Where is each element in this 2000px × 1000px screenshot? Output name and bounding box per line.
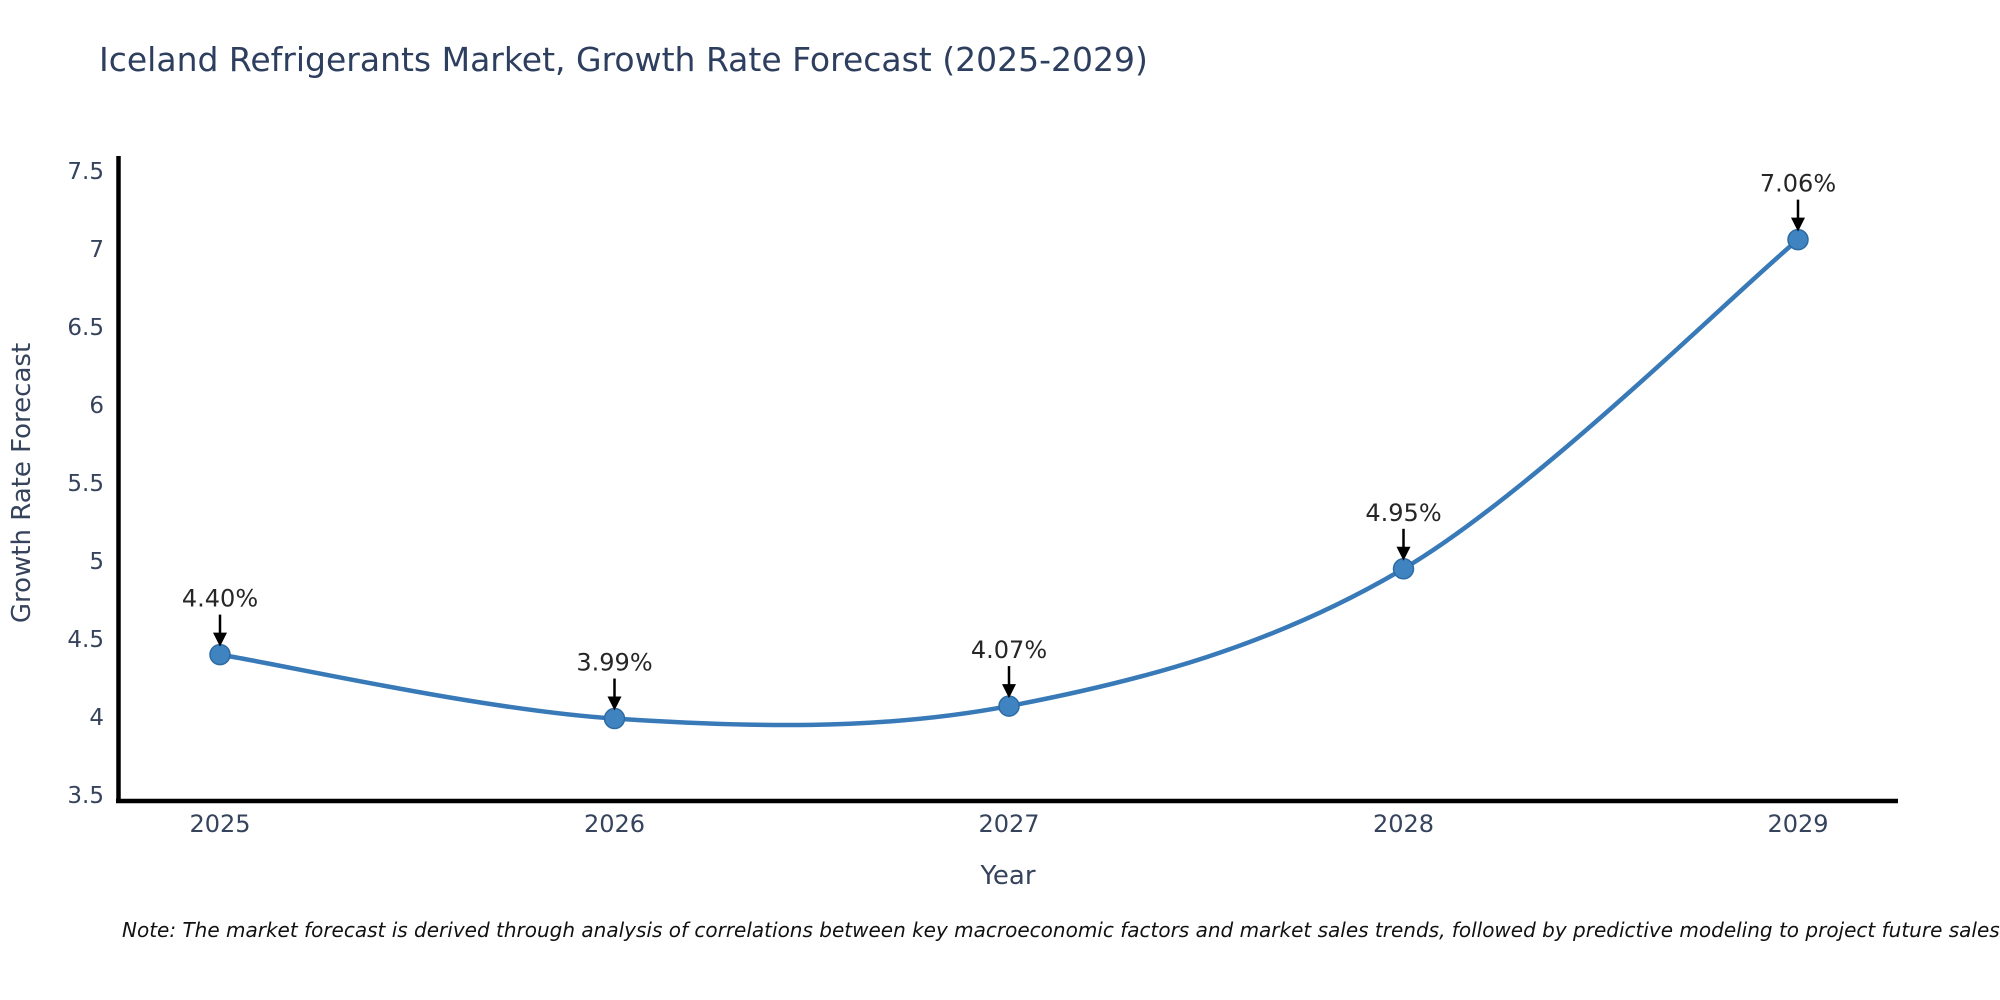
y-tick-label: 7	[89, 237, 104, 263]
annotation-arrow-head	[607, 696, 622, 711]
point-value-label: 4.07%	[971, 636, 1047, 664]
data-point-marker	[1392, 558, 1415, 580]
point-value-label: 4.95%	[1365, 499, 1441, 527]
data-point-marker	[603, 707, 626, 730]
annotation-arrow-head	[1791, 217, 1805, 232]
x-tick-label: 2028	[1373, 810, 1434, 838]
data-point-marker	[1787, 228, 1809, 251]
chart-title: Iceland Refrigerants Market, Growth Rate…	[99, 40, 1148, 79]
y-tick-label: 4.5	[67, 627, 104, 653]
point-value-label: 7.06%	[1760, 170, 1836, 198]
point-value-label: 4.40%	[182, 585, 258, 613]
x-axis-title: Year	[979, 861, 1035, 891]
y-axis-title: Growth Rate Forecast	[7, 343, 37, 623]
footnote: Note: The market forecast is derived thr…	[122, 918, 2000, 942]
y-tick-label: 4	[89, 705, 104, 731]
point-value-label: 3.99%	[576, 649, 652, 677]
data-point-marker	[998, 695, 1020, 717]
y-tick-label: 6	[89, 393, 104, 419]
x-tick-label: 2029	[1767, 810, 1828, 838]
y-tick-label: 6.5	[67, 315, 104, 341]
x-tick-label: 2025	[189, 810, 250, 838]
y-tick-label: 3.5	[67, 783, 104, 809]
y-tick-label: 7.5	[67, 159, 104, 185]
x-tick-label: 2027	[978, 810, 1039, 838]
y-tick-label: 5.5	[67, 471, 104, 497]
annotation-arrow-head	[1396, 546, 1411, 561]
y-tick-label: 5	[89, 549, 104, 575]
annotation-arrow-head	[1002, 684, 1016, 699]
x-tick-label: 2026	[584, 810, 645, 838]
data-point-marker	[209, 643, 231, 666]
annotation-arrow-head	[213, 632, 227, 647]
